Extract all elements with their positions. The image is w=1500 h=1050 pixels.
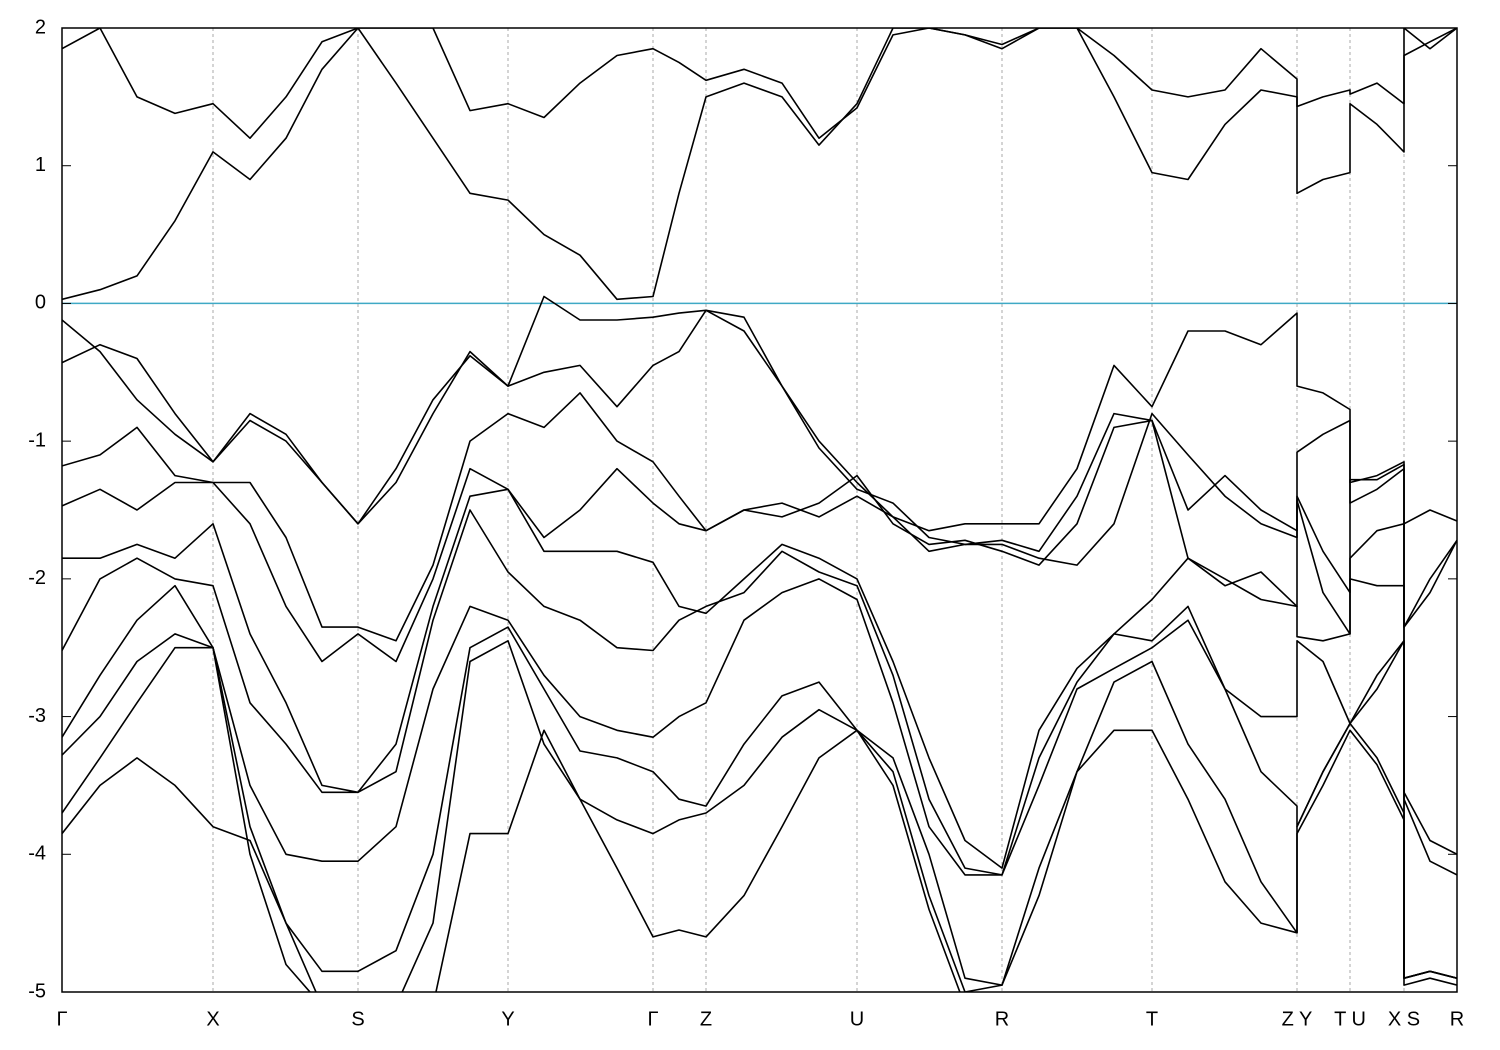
x-tick-label: Z Y [1282,1008,1313,1030]
bands [62,28,1457,992]
y-tick-label: 0 [35,292,46,314]
x-tick-label: Γ [647,1008,658,1030]
y-tick-label: -3 [28,705,46,727]
y-tick-label: -1 [28,429,46,451]
y-tick-label: 2 [35,16,46,38]
x-tick-label: Γ [56,1008,67,1030]
band-line [62,419,1457,856]
x-tick-label: R [995,1008,1009,1030]
x-tick-label: T U [1334,1008,1366,1030]
grid [212,28,1405,992]
y-tick-label: -2 [28,567,46,589]
x-tick-label: R [1450,1008,1464,1030]
band-line [62,729,961,992]
band-line [62,626,1457,986]
y-tick-label: -4 [28,843,46,865]
x-tick-label: S [351,1008,364,1030]
x-tick-label: X [206,1008,219,1030]
band-line [62,640,1457,992]
band-line [62,28,1457,139]
x-tick-label: T [1146,1008,1158,1030]
x-tick-label: Z [700,1008,712,1030]
band-line [62,28,1457,301]
x-tick-label: U [850,1008,864,1030]
band-line [62,309,1457,628]
plot-frame [61,27,1458,993]
x-tick-label: X S [1388,1008,1420,1030]
band-line [62,488,1457,876]
axes: -5 -4 -3 -2 -1 0 1 2 Γ X S Y Γ Z U R T Z Y T U X S R [28,16,1464,1030]
x-tick-label: Y [501,1008,514,1030]
y-tick-label: -5 [28,980,46,1002]
band-line [62,295,1457,532]
band-line [62,392,1457,642]
band-line [62,509,1457,979]
y-tick-label: 1 [35,154,46,176]
